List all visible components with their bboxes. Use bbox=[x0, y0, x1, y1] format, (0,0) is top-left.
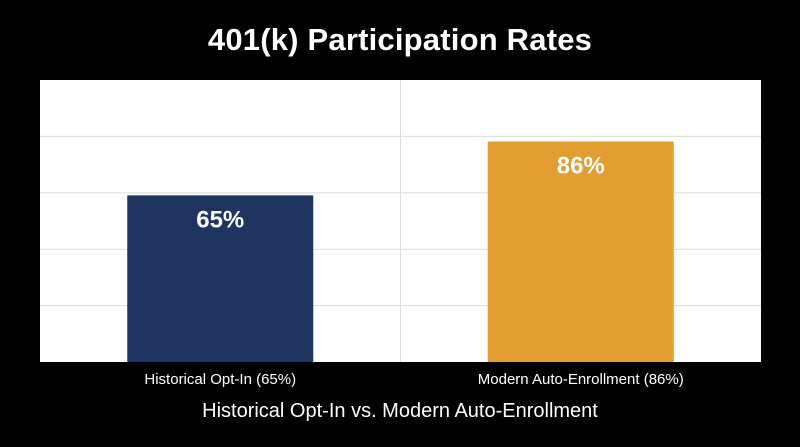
chart-title: 401(k) Participation Rates bbox=[207, 22, 593, 57]
category-label-auto-enrollment: Modern Auto-Enrollment (86%) bbox=[477, 371, 684, 388]
bar-0 bbox=[127, 195, 314, 362]
bars bbox=[127, 141, 674, 362]
data-labels: 65% 86% bbox=[196, 153, 605, 234]
bar-1 bbox=[487, 141, 674, 362]
chart-subtitle: Historical Opt-In vs. Modern Auto-Enroll… bbox=[202, 400, 598, 422]
category-label-historical: Historical Opt-In (65%) bbox=[144, 371, 297, 388]
data-label-0: 65% bbox=[196, 206, 244, 233]
data-label-1: 86% bbox=[557, 153, 605, 180]
